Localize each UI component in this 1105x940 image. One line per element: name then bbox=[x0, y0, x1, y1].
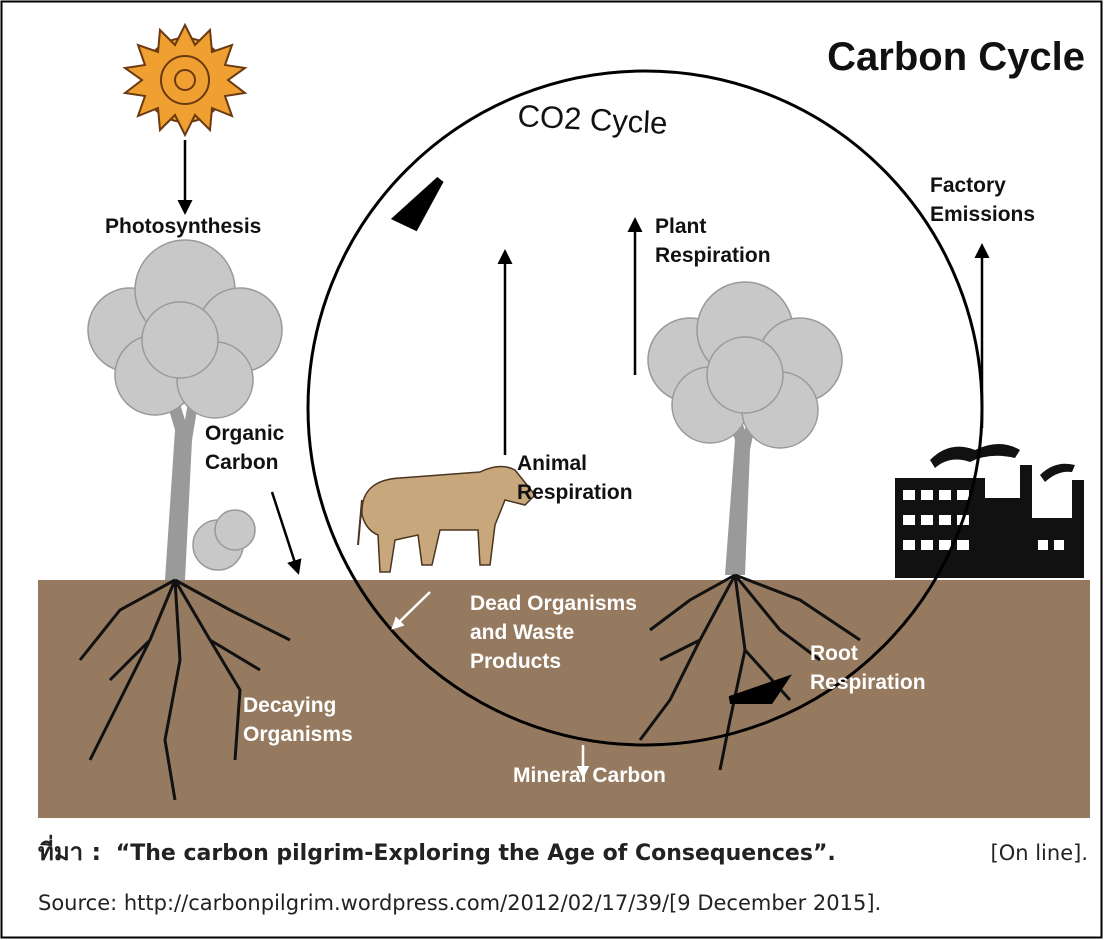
label: Products bbox=[470, 650, 561, 673]
caption-source: Source: http://carbonpilgrim.wordpress.c… bbox=[38, 891, 881, 915]
label: Carbon bbox=[205, 451, 279, 474]
factory-part-part bbox=[957, 490, 969, 500]
factory-part-part bbox=[903, 490, 915, 500]
factory-part-part bbox=[957, 540, 969, 550]
factory-part-part bbox=[903, 515, 915, 525]
tree-part-part bbox=[215, 510, 255, 550]
factory-part-part bbox=[939, 540, 951, 550]
factory-part-part bbox=[939, 490, 951, 500]
label: Decaying bbox=[243, 694, 336, 717]
caption-suffix: [On line]. bbox=[991, 841, 1088, 865]
label: Photosynthesis bbox=[105, 215, 261, 238]
label: Factory bbox=[930, 174, 1006, 197]
factory-part-part bbox=[1038, 540, 1048, 550]
label: Root bbox=[810, 642, 858, 665]
factory-part-part bbox=[903, 540, 915, 550]
factory-part bbox=[1072, 480, 1084, 578]
factory-part-part bbox=[939, 515, 951, 525]
factory-part bbox=[1020, 465, 1032, 578]
factory-part-part bbox=[921, 490, 933, 500]
label: Mineral Carbon bbox=[513, 764, 666, 787]
label: Animal bbox=[517, 452, 587, 475]
caption-title: “The carbon pilgrim-Exploring the Age of… bbox=[116, 841, 836, 866]
factory-part-part bbox=[921, 515, 933, 525]
label: Respiration bbox=[810, 671, 926, 694]
tree-part-part bbox=[707, 337, 783, 413]
label: Respiration bbox=[655, 244, 771, 267]
diagram-title: Carbon Cycle bbox=[827, 35, 1085, 79]
tree-part-part bbox=[142, 302, 218, 378]
label: Respiration bbox=[517, 481, 633, 504]
page: Carbon Cycle CO2 Cycle PhotosynthesisFac… bbox=[0, 0, 1105, 940]
label: Organisms bbox=[243, 723, 353, 746]
label: and Waste bbox=[470, 621, 574, 644]
label: Plant bbox=[655, 215, 706, 238]
caption-prefix: ที่มา : bbox=[38, 834, 101, 866]
factory-part bbox=[985, 498, 1020, 578]
label: Dead Organisms bbox=[470, 592, 637, 615]
factory-part-part bbox=[921, 540, 933, 550]
label: Organic bbox=[205, 422, 285, 445]
factory-part-part bbox=[1054, 540, 1064, 550]
label: Emissions bbox=[930, 203, 1035, 226]
